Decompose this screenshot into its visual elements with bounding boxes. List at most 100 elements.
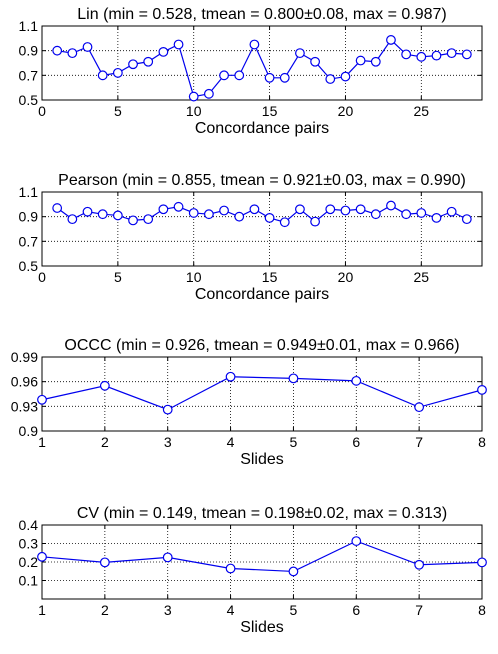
data-point	[249, 204, 260, 215]
chart-1: Lin (min = 0.528, tmean = 0.800±0.08, ma…	[19, 6, 483, 137]
data-point	[461, 49, 472, 60]
x-tick-label: 6	[352, 602, 360, 618]
x-tick-label: 3	[164, 434, 172, 450]
chart-title: Lin (min = 0.528, tmean = 0.800±0.08, ma…	[77, 6, 446, 23]
data-point	[173, 201, 184, 212]
plot-frame	[41, 25, 483, 101]
data-point	[219, 70, 229, 81]
chart-title: CV (min = 0.149, tmean = 0.198±0.02, max…	[77, 505, 447, 522]
x-tick-label: 15	[262, 103, 278, 119]
x-axis-label: Concordance pairs	[195, 286, 329, 303]
data-point	[203, 88, 214, 99]
y-tick-label: 0.93	[11, 398, 38, 414]
data-point	[99, 380, 110, 391]
data-point	[82, 206, 93, 217]
x-tick-label: 5	[114, 269, 122, 285]
series-line	[56, 204, 468, 223]
x-tick-label: 3	[164, 602, 172, 618]
x-tick-label: 20	[338, 269, 354, 285]
data-point	[370, 209, 381, 220]
data-point	[112, 210, 123, 221]
chart-2: Pearson (min = 0.855, tmean = 0.921±0.03…	[19, 172, 483, 303]
y-tick-label: 0.7	[19, 67, 39, 83]
data-point	[288, 373, 299, 384]
plot-frame	[41, 356, 483, 432]
data-point	[67, 48, 78, 59]
data-point	[288, 566, 299, 577]
data-point	[225, 371, 236, 382]
data-point	[188, 91, 199, 102]
plot-frame	[41, 191, 483, 267]
data-point	[355, 204, 366, 215]
data-point	[310, 56, 321, 67]
chart-title: OCCC (min = 0.926, tmean = 0.949±0.01, m…	[64, 337, 459, 354]
data-point	[414, 559, 425, 570]
data-point	[52, 203, 63, 213]
data-point	[279, 217, 290, 228]
data-point	[386, 35, 396, 45]
chart-3: OCCC (min = 0.926, tmean = 0.949±0.01, m…	[11, 337, 487, 468]
x-tick-label: 5	[290, 434, 298, 450]
data-point	[97, 209, 108, 220]
x-tick-label: 6	[352, 434, 360, 450]
y-tick-label: 1.1	[19, 184, 39, 200]
data-point	[99, 557, 110, 568]
data-point	[477, 557, 487, 568]
data-point	[477, 384, 487, 395]
data-point	[416, 208, 427, 218]
data-point	[188, 208, 199, 218]
series-line	[41, 540, 483, 573]
data-point	[67, 214, 78, 225]
data-point	[162, 552, 173, 563]
y-tick-label: 0.9	[19, 43, 39, 59]
data-point	[37, 394, 47, 405]
x-axis-label: Slides	[240, 619, 284, 636]
data-point	[173, 39, 184, 50]
y-tick-label: 0.5	[19, 258, 39, 274]
data-point	[325, 204, 336, 215]
x-tick-label: 20	[338, 103, 354, 119]
x-tick-label: 5	[114, 103, 122, 119]
data-point	[37, 551, 47, 562]
x-tick-label: 4	[227, 602, 235, 618]
x-axis-label: Slides	[240, 451, 284, 468]
x-axis-label: Concordance pairs	[195, 120, 329, 137]
x-tick-label: 8	[478, 602, 486, 618]
series-line	[41, 376, 483, 411]
data-point	[401, 49, 412, 60]
x-tick-label: 10	[186, 269, 202, 285]
data-point	[431, 50, 442, 61]
data-point	[128, 215, 138, 226]
data-point	[279, 72, 290, 83]
data-point	[112, 67, 123, 78]
data-point	[401, 209, 412, 220]
data-point	[143, 56, 154, 67]
x-tick-label: 1	[38, 434, 46, 450]
data-point	[97, 70, 108, 81]
data-point	[158, 47, 169, 57]
data-point	[52, 45, 63, 56]
x-tick-label: 5	[290, 602, 298, 618]
data-point	[370, 56, 381, 67]
x-tick-label: 7	[415, 434, 423, 450]
data-point	[446, 48, 457, 59]
data-point	[158, 204, 169, 215]
data-point	[310, 216, 321, 227]
y-tick-label: 0.3	[19, 536, 39, 552]
data-point	[162, 404, 173, 415]
x-tick-label: 0	[38, 269, 46, 285]
data-point	[234, 211, 245, 222]
data-point	[82, 42, 93, 52]
x-tick-label: 0	[38, 103, 46, 119]
data-point	[351, 536, 362, 546]
data-point	[416, 51, 427, 62]
data-point	[128, 59, 138, 70]
x-tick-label: 25	[414, 103, 430, 119]
x-tick-label: 2	[101, 602, 109, 618]
data-point	[386, 200, 396, 211]
x-tick-label: 25	[414, 269, 430, 285]
y-tick-label: 0.1	[19, 573, 39, 589]
data-point	[143, 214, 154, 225]
y-tick-label: 1.1	[19, 18, 39, 34]
